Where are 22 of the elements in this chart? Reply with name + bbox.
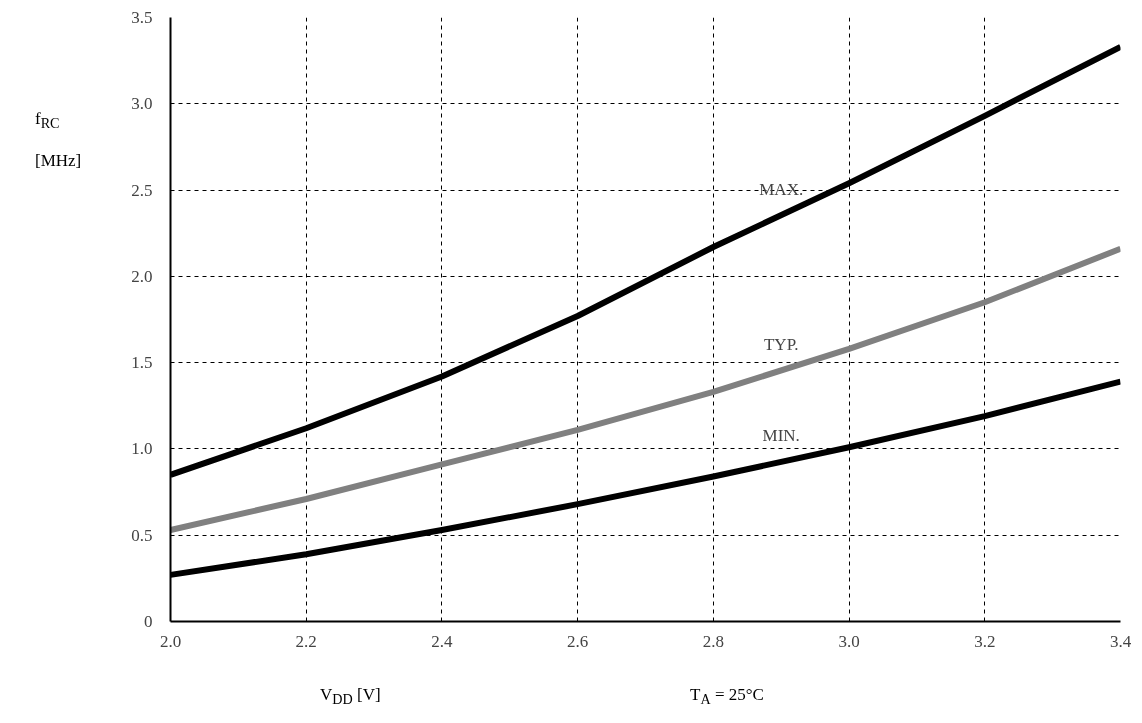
x-tick-label: 3.0 <box>838 631 860 651</box>
series-label: MIN. <box>762 426 800 446</box>
x-tick-label: 2.0 <box>159 631 182 651</box>
y-tick-label: 1.0 <box>131 439 153 459</box>
y-tick-label: 2.0 <box>131 266 153 286</box>
y-tick-label: 1.5 <box>131 353 153 373</box>
x-axis-title: V$_{DD}$ [V] <box>320 684 381 710</box>
text: T$_{A}$ = 25°C <box>690 684 764 710</box>
y-tick-label: 3.5 <box>131 8 153 27</box>
x-tick-label: 2.8 <box>702 631 724 651</box>
series-label: MAX. <box>759 179 804 199</box>
series-label: TYP. <box>763 334 799 354</box>
y-tick-label: 0.5 <box>131 525 153 545</box>
x-tick-label: 2.2 <box>295 631 317 651</box>
y-tick-label: 3.0 <box>131 94 153 114</box>
y-tick-label: 2.5 <box>131 180 153 200</box>
text: f$_{RC}$ [MHz] <box>35 109 82 171</box>
x-tick-label: 3.2 <box>974 631 996 651</box>
y-tick-label: 0 <box>144 612 153 631</box>
x-tick-label: 2.4 <box>431 631 454 651</box>
x-tick-label: 3.4 <box>1109 631 1132 651</box>
x-tick-label: 2.6 <box>567 631 589 651</box>
